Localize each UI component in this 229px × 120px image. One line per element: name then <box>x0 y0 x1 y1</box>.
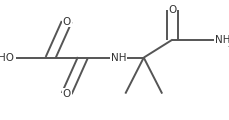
Text: 2: 2 <box>226 40 229 49</box>
Text: O: O <box>168 5 176 15</box>
Text: O: O <box>62 17 71 27</box>
Text: NH: NH <box>110 53 126 63</box>
Text: O: O <box>62 89 71 99</box>
Text: HO: HO <box>0 53 14 63</box>
Text: NH: NH <box>214 35 229 45</box>
